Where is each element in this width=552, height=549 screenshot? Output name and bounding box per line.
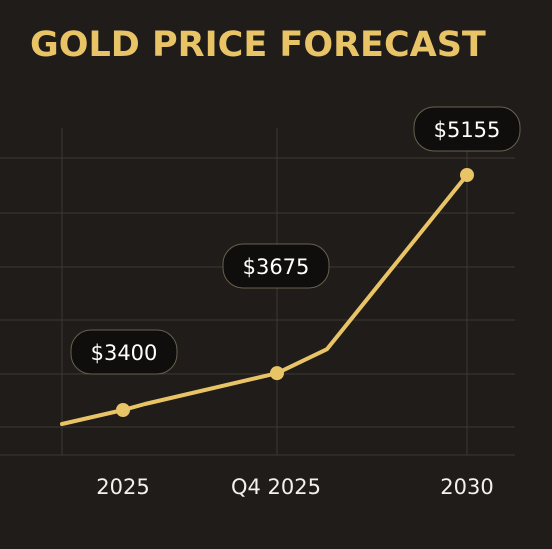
data-label-text-2: $5155 — [434, 118, 501, 142]
data-label-0: $3400 — [70, 329, 178, 375]
data-point-2 — [460, 168, 474, 182]
data-label-text-0: $3400 — [91, 341, 158, 365]
x-tick-label-0: 2025 — [96, 475, 149, 499]
data-label-text-1: $3675 — [243, 255, 310, 279]
data-point-0 — [116, 403, 130, 417]
x-axis-ticks: 2025 Q4 2025 2030 — [96, 475, 493, 499]
data-label-box-1 — [222, 243, 330, 289]
data-label-box-2 — [413, 106, 521, 152]
data-point-1 — [270, 366, 284, 381]
grid-lines — [0, 128, 515, 456]
data-label-2: $5155 — [413, 106, 521, 152]
data-label-1: $3675 — [222, 243, 330, 289]
x-tick-label-2: 2030 — [440, 475, 493, 499]
x-tick-label-1: Q4 2025 — [231, 475, 321, 499]
chart-title: GOLD PRICE FORECAST — [30, 25, 486, 65]
data-label-box-0 — [70, 329, 178, 375]
data-points — [116, 168, 474, 417]
data-labels: $3400 $3675 $5155 — [70, 106, 521, 375]
series-line — [60, 173, 469, 426]
series-line-layer — [60, 173, 469, 426]
